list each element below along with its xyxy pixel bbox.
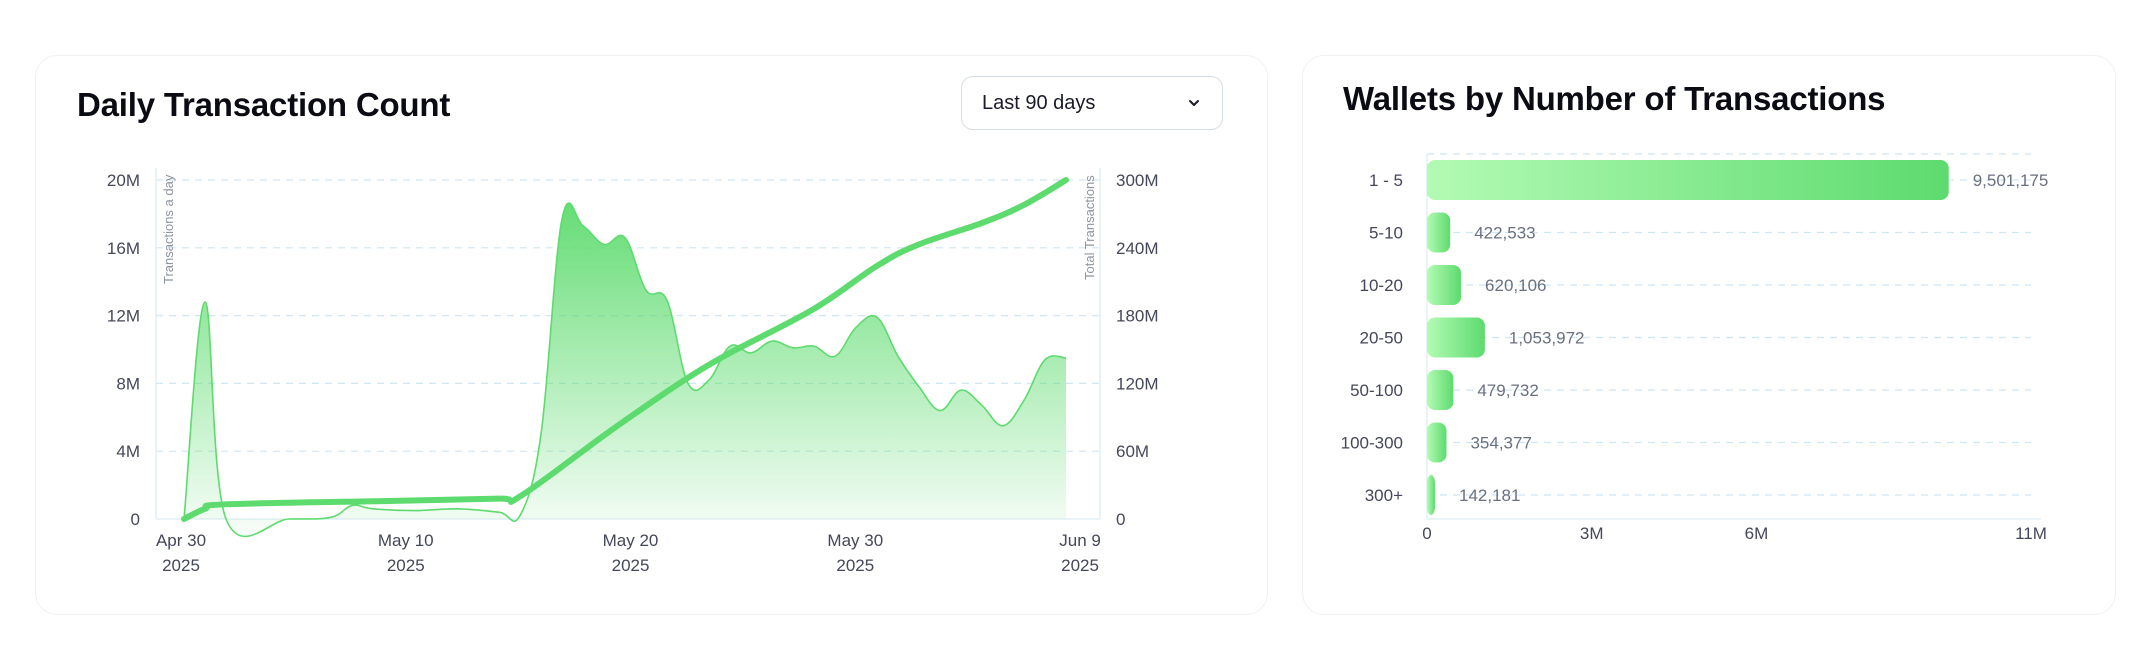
daily-area-outline [183,202,1067,538]
y-right-tick-label: 60M [1116,442,1149,461]
daily-transaction-title: Daily Transaction Count [77,86,451,123]
x-tick-label: May 10 [378,531,434,550]
daily-transaction-chart: 0 0 4M 60M 8M 120M 12M 180M 16M 240M 20M 300M Transa… [107,168,1159,575]
category-label: 50-100 [1350,381,1403,400]
x-tick-label: 6M [1745,524,1769,543]
wallet-bar [1427,265,1462,305]
range-select[interactable]: Last 90 days [961,76,1223,130]
bar-value-label: 9,501,175 [1973,171,2049,190]
bar-value-label: 354,377 [1470,434,1531,453]
category-label: 1 - 5 [1369,171,1403,190]
category-label: 100-300 [1341,434,1403,453]
wallet-bar [1427,160,1949,200]
x-tick-label: Apr 30 [156,531,206,550]
y-right-tick-label: 180M [1116,307,1159,326]
wallets-title: Wallets by Number of Transactions [1343,80,1886,117]
x-tick-label: 3M [1580,524,1604,543]
wallet-bar [1427,317,1485,358]
x-tick-year: 2025 [836,556,874,575]
category-label: 300+ [1365,486,1403,505]
x-tick-label: 0 [1422,524,1431,543]
total-transactions-line [181,177,1069,522]
x-tick-year: 2025 [1061,556,1099,575]
y-left-tick-label: 0 [131,510,140,529]
wallet-bar [1427,370,1454,410]
daily-transaction-card: Daily Transaction Count Last 90 days 0 0 4… [35,55,1268,615]
y-left-tick-label: 12M [107,307,140,326]
y-left-tick-label: 8M [116,374,140,393]
x-tick-year: 2025 [387,556,425,575]
bar-value-label: 479,732 [1477,381,1538,400]
bar-value-label: 142,181 [1459,486,1520,505]
x-tick-label: Jun 9 [1059,531,1101,550]
x-tick-label: 11M [2015,524,2047,543]
category-label: 5-10 [1369,224,1403,243]
chevron-down-icon [1189,100,1199,106]
bar-value-label: 620,106 [1485,276,1546,295]
category-label: 20-50 [1360,329,1403,348]
x-tick-label: May 20 [603,531,659,550]
x-tick-year: 2025 [162,556,200,575]
wallet-bar [1427,475,1435,515]
bar-value-label: 1,053,972 [1509,329,1585,348]
y-left-tick-label: 4M [116,442,140,461]
x-tick-label: May 30 [827,531,883,550]
y-right-tick-label: 240M [1116,239,1159,258]
y-left-axis-title: Transactions a day [161,174,176,284]
x-tick-year: 2025 [612,556,650,575]
y-right-tick-label: 120M [1116,374,1159,393]
category-label: 10-20 [1360,276,1403,295]
wallets-bar-chart: 1 - 5 9,501,175 5-10 422,533 10-20 620,106 20-… [1341,153,2049,543]
wallets-card: Wallets by Number of Transactions 1 - 5 9… [1302,55,2116,615]
y-right-axis-title: Total Transactions [1082,175,1097,280]
y-left-tick-label: 16M [107,239,140,258]
wallet-bar [1427,212,1451,253]
wallet-bar [1427,422,1447,463]
range-select-value: Last 90 days [982,91,1096,114]
y-right-tick-label: 300M [1116,171,1159,190]
daily-area-fill [184,203,1066,537]
y-right-tick-label: 0 [1116,510,1125,529]
bar-value-label: 422,533 [1474,224,1535,243]
y-left-tick-label: 20M [107,171,140,190]
